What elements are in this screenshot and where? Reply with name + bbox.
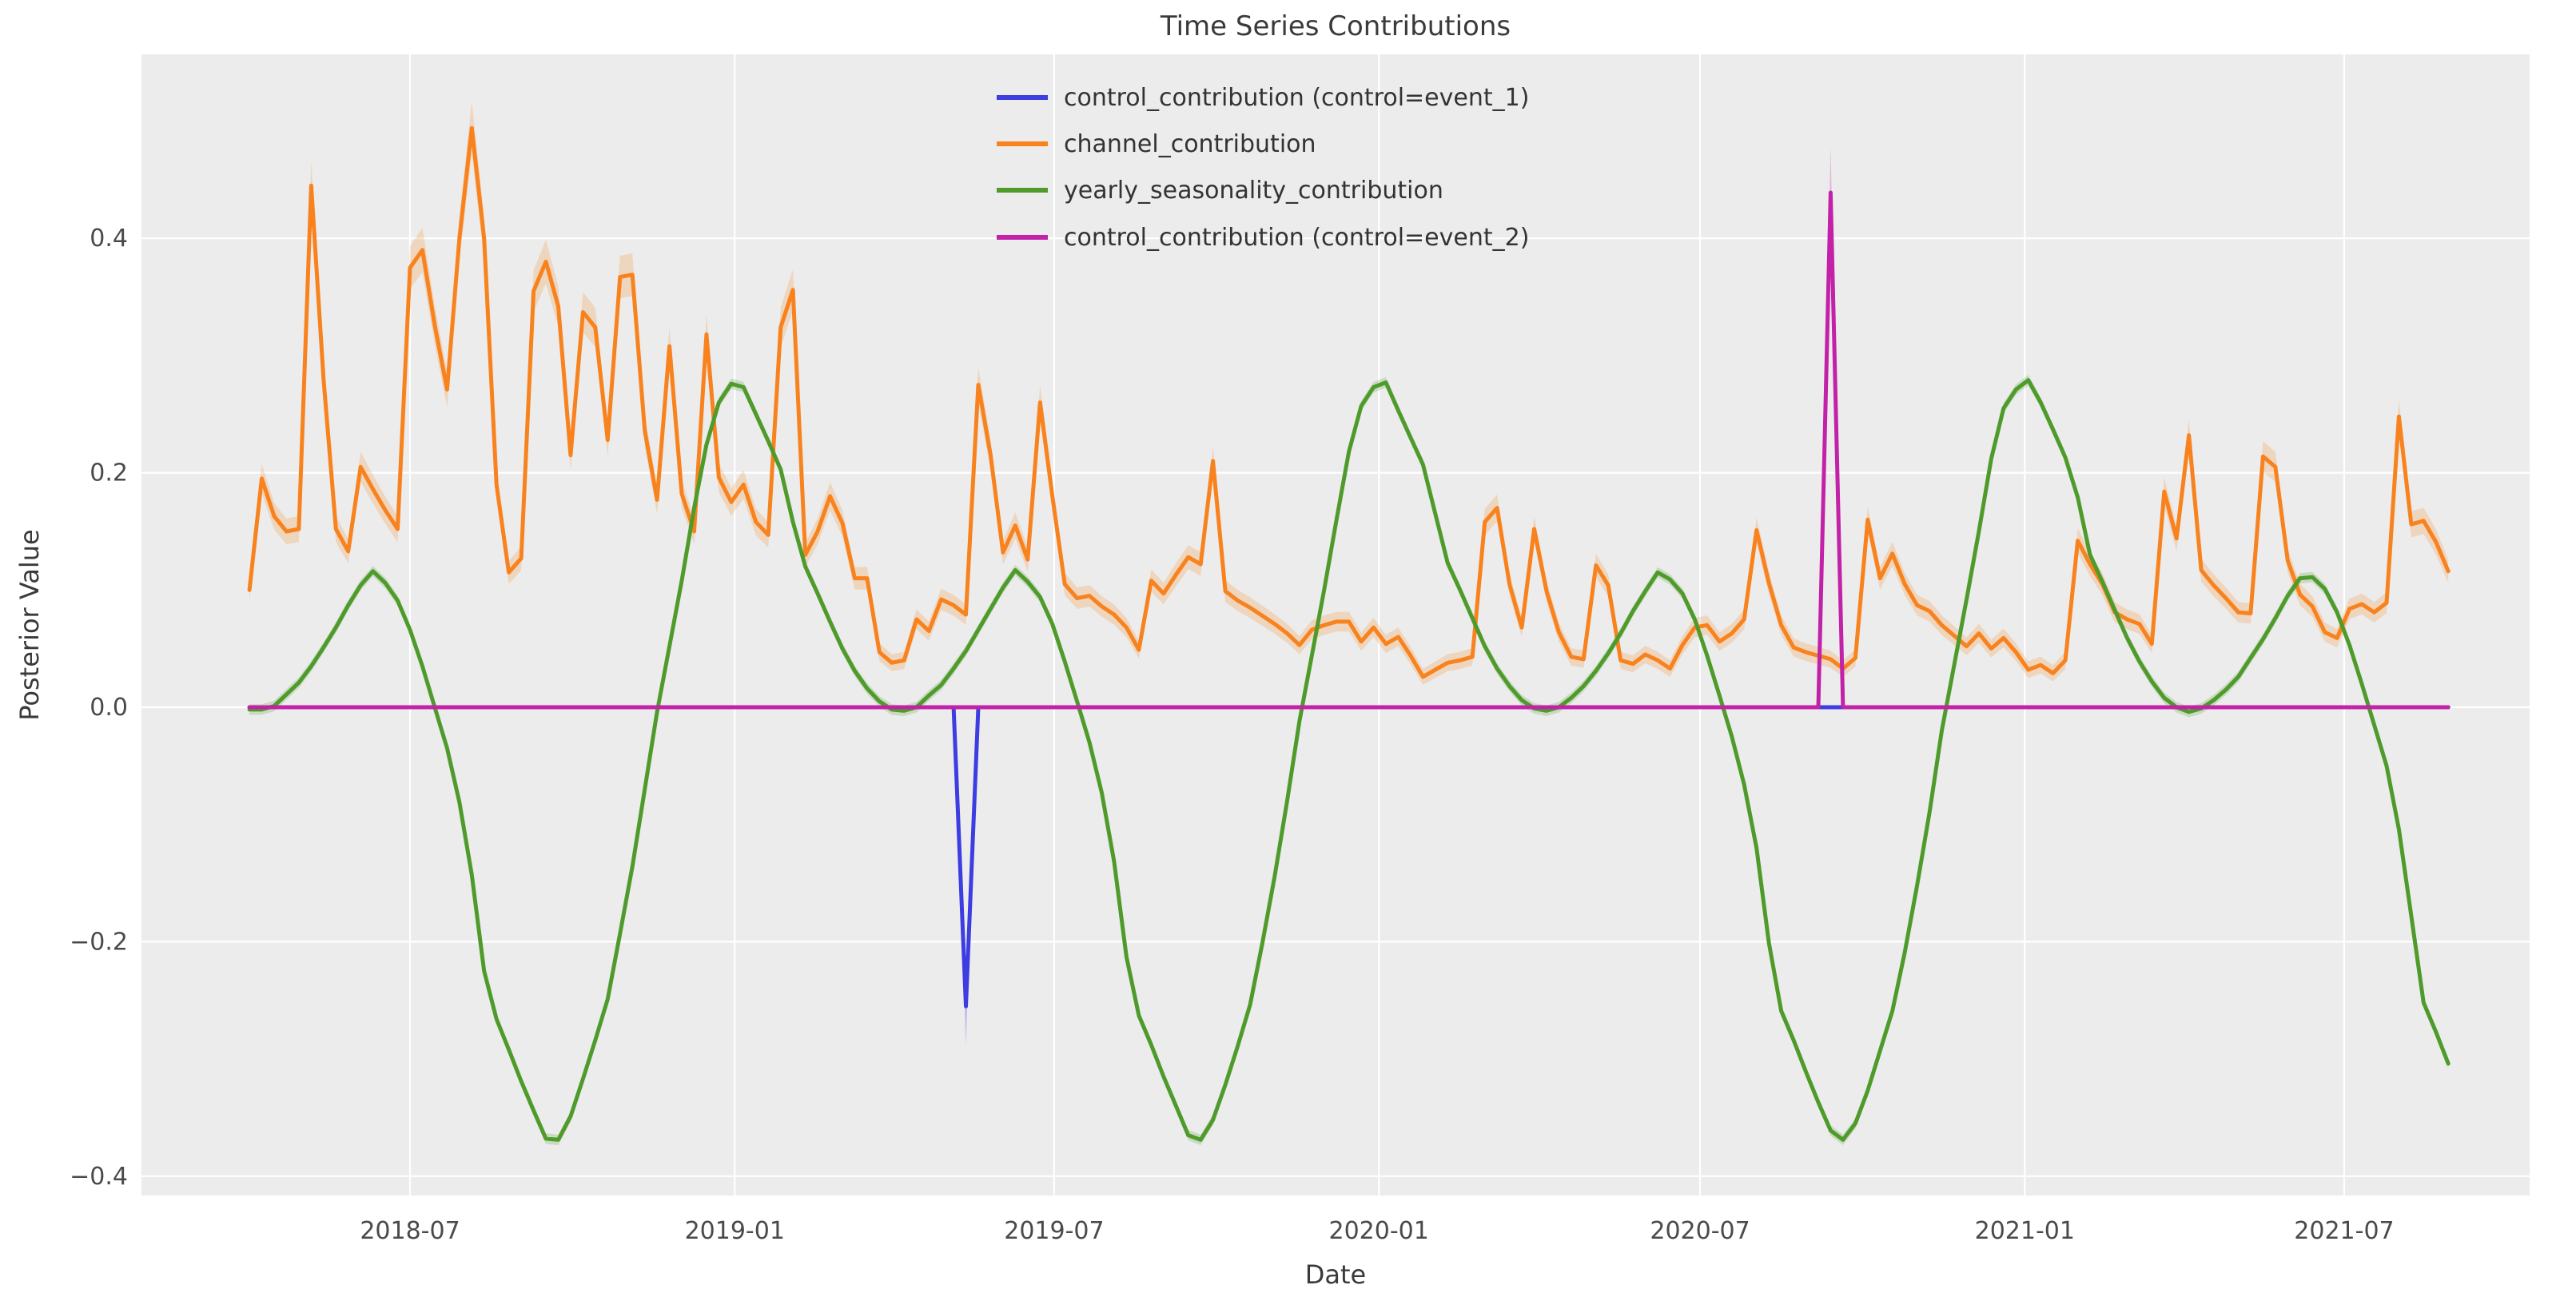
series-line-control_event_2 [247, 190, 2451, 710]
x-tick-label: 2020-07 [1650, 1217, 1750, 1245]
series-control_event_2 [247, 146, 2451, 710]
legend-label: yearly_seasonality_contribution [1064, 177, 1443, 205]
legend-label: control_contribution (control=event_1) [1064, 84, 1529, 112]
x-tick-label: 2019-01 [685, 1217, 785, 1245]
legend-label: control_contribution (control=event_2) [1064, 224, 1529, 252]
y-tick-label: −0.4 [70, 1163, 128, 1191]
x-tick-label: 2018-07 [360, 1217, 460, 1245]
series-line-channel [247, 125, 2451, 679]
series-line-yearly_seasonality [247, 378, 2451, 1142]
legend-item-2: yearly_seasonality_contribution [997, 177, 1443, 205]
y-tick-label: 0.0 [90, 694, 128, 722]
x-tick-label: 2019-07 [1004, 1217, 1104, 1245]
legend: control_contribution (control=event_1)ch… [997, 84, 1529, 252]
legend-item-3: control_contribution (control=event_2) [997, 224, 1529, 252]
y-axis-label: Posterior Value [14, 529, 45, 720]
series-channel [247, 101, 2451, 685]
x-tick-label: 2020-01 [1329, 1217, 1429, 1245]
plot-area [141, 54, 2530, 1196]
legend-item-1: channel_contribution [997, 130, 1316, 158]
x-axis-label: Date [1305, 1259, 1366, 1290]
x-tick-label: 2021-07 [2294, 1217, 2394, 1245]
x-tick-label: 2021-01 [1975, 1217, 2075, 1245]
y-tick-label: 0.4 [90, 225, 128, 253]
y-tick-label: 0.2 [90, 460, 128, 487]
series-yearly_seasonality [247, 375, 2451, 1145]
legend-label: channel_contribution [1064, 130, 1316, 158]
chart-title: Time Series Contributions [1160, 10, 1511, 42]
y-tick-label: −0.2 [70, 928, 128, 956]
legend-item-0: control_contribution (control=event_1) [997, 84, 1529, 112]
